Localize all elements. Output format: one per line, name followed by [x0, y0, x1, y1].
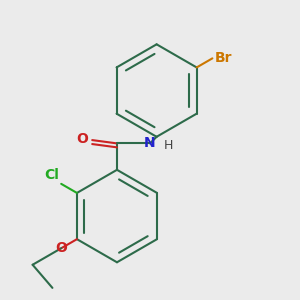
Text: O: O [55, 241, 67, 255]
Text: O: O [76, 132, 88, 146]
Text: N: N [144, 136, 156, 150]
Text: H: H [164, 139, 173, 152]
Text: Br: Br [215, 51, 232, 65]
Text: Cl: Cl [45, 168, 60, 182]
